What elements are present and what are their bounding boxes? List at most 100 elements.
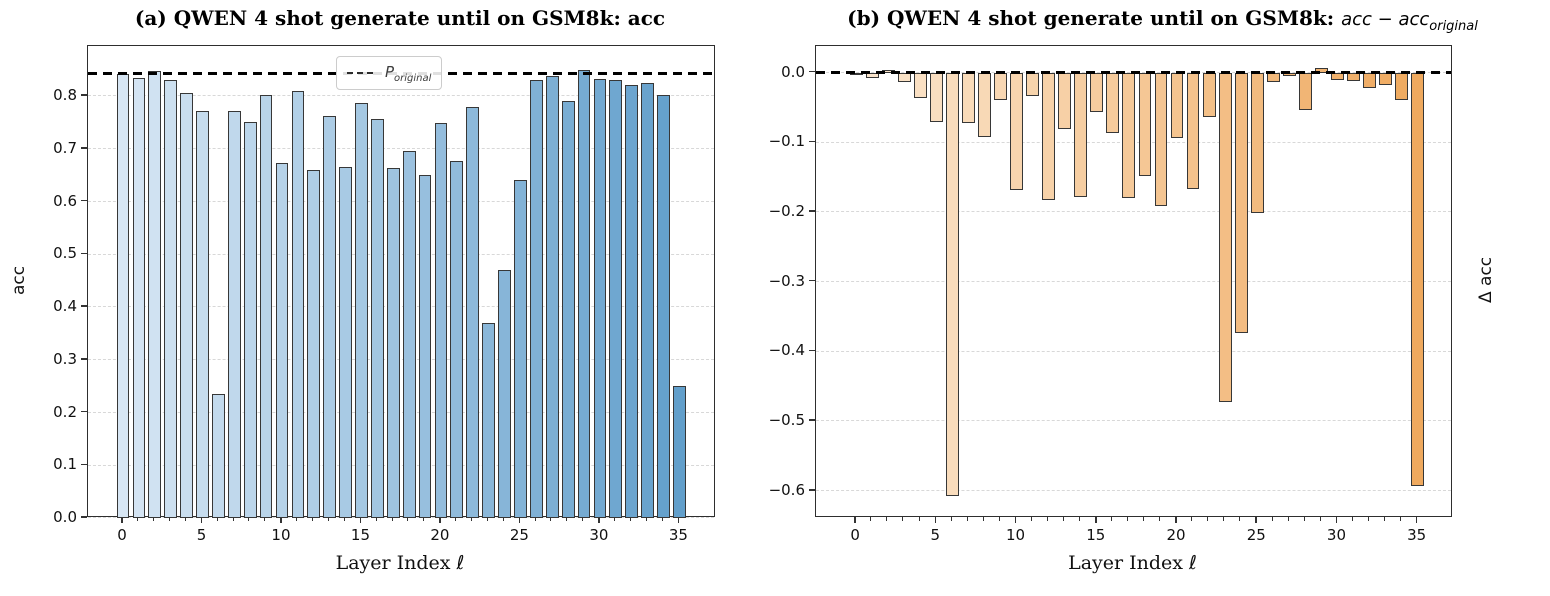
x-tick-mark [550, 517, 552, 521]
x-tick-mark [886, 517, 888, 521]
x-tick-mark [614, 517, 616, 521]
bar [180, 92, 193, 518]
y-gridline [816, 211, 1451, 213]
x-tick-mark [934, 517, 937, 523]
x-tick-mark [184, 517, 186, 521]
legend-label-main: P [385, 62, 395, 81]
x-tick-mark [1335, 517, 1338, 523]
x-tick-mark [1287, 517, 1289, 521]
y-gridline [88, 148, 714, 150]
y-tick-label: 0.1 [53, 455, 77, 474]
bar [1106, 72, 1120, 133]
y-tick-label: 0.0 [781, 62, 805, 81]
bar [994, 72, 1007, 101]
x-tick-mark [1383, 517, 1385, 521]
bar [514, 179, 527, 518]
chart-b-title-prefix: (b) QWEN 4 shot generate until on GSM8k: [847, 6, 1342, 30]
y-tick-label: −0.2 [768, 202, 805, 221]
x-tick-mark [1367, 517, 1369, 521]
x-tick-label: 35 [1407, 526, 1427, 544]
x-tick-mark [359, 517, 362, 523]
y-tick-label: 0.4 [53, 297, 77, 316]
x-tick-label: 25 [509, 526, 529, 544]
bar [339, 167, 352, 518]
x-tick-label: 20 [1166, 526, 1186, 544]
bar [466, 106, 480, 518]
x-tick-mark [264, 517, 266, 521]
x-tick-label: 5 [930, 526, 941, 544]
bar [227, 111, 241, 518]
y-gridline [88, 306, 714, 308]
x-tick-mark [1223, 517, 1225, 521]
x-tick-mark [439, 517, 441, 523]
bar [1058, 72, 1072, 130]
y-tick-label: 0.0 [53, 508, 77, 526]
x-tick-mark [566, 517, 568, 521]
y-tick-mark [809, 419, 815, 421]
x-tick-label: 0 [850, 526, 860, 544]
x-tick-mark [312, 517, 313, 521]
x-tick-mark [1046, 517, 1048, 521]
x-tick-label: 0 [117, 526, 127, 544]
x-tick-mark [870, 517, 872, 521]
bar [243, 121, 257, 518]
x-tick-mark [153, 517, 155, 521]
x-tick-mark [200, 517, 203, 523]
legend: Poriginal [336, 56, 443, 90]
bar [962, 72, 975, 123]
y-tick-mark [809, 349, 815, 352]
x-tick-mark [1127, 517, 1129, 521]
bar [1138, 72, 1152, 176]
bar [1411, 72, 1425, 486]
bar [577, 70, 591, 518]
plot-area-a: Poriginal [87, 45, 715, 519]
x-tick-mark [1351, 517, 1353, 521]
bar [978, 72, 991, 137]
y-tick-mark [81, 147, 87, 149]
x-tick-mark [1191, 517, 1193, 521]
bar [275, 162, 289, 518]
y-tick-label: 0.5 [53, 244, 77, 263]
y-tick-mark [809, 140, 815, 143]
bar [561, 101, 575, 518]
y-gridline [88, 359, 714, 361]
y-tick-mark [809, 279, 815, 282]
x-tick-mark [455, 517, 457, 521]
y-tick-mark [81, 463, 87, 465]
bar [1298, 72, 1312, 110]
x-tick-mark [629, 517, 631, 521]
bar [291, 90, 305, 518]
dashed-line-sample [347, 71, 377, 75]
y-gridline [88, 95, 714, 97]
x-tick-mark [280, 517, 282, 523]
x-tick-label: 30 [589, 526, 609, 544]
y-tick-label: −0.3 [768, 271, 805, 290]
bar [164, 80, 178, 518]
chart-b-title-math: acc − acc [1341, 9, 1430, 30]
bar [370, 118, 384, 518]
x-tick-mark [168, 517, 170, 521]
bar [1218, 72, 1232, 403]
x-tick-label: 15 [1086, 526, 1106, 544]
x-tick-label: 20 [430, 526, 450, 544]
panel-b: (b) QWEN 4 shot generate until on GSM8k:… [769, 0, 1550, 596]
y-gridline [816, 490, 1451, 492]
x-tick-mark [582, 517, 584, 521]
bar [116, 74, 130, 518]
x-tick-mark [1255, 517, 1257, 523]
x-tick-mark [1062, 517, 1064, 521]
bar [657, 94, 670, 518]
bar [545, 76, 559, 518]
x-tick-mark [1030, 517, 1032, 521]
chart-b-xlabel: Layer Index ℓ [1068, 552, 1197, 574]
y-gridline [816, 281, 1451, 283]
x-tick-label: 10 [271, 526, 291, 544]
bar [434, 122, 448, 518]
y-tick-label: −0.4 [768, 341, 805, 360]
bar [945, 72, 959, 496]
legend-label-sub: original [394, 72, 432, 84]
bar [498, 270, 511, 518]
bar [1250, 72, 1264, 214]
x-tick-mark [343, 517, 345, 521]
